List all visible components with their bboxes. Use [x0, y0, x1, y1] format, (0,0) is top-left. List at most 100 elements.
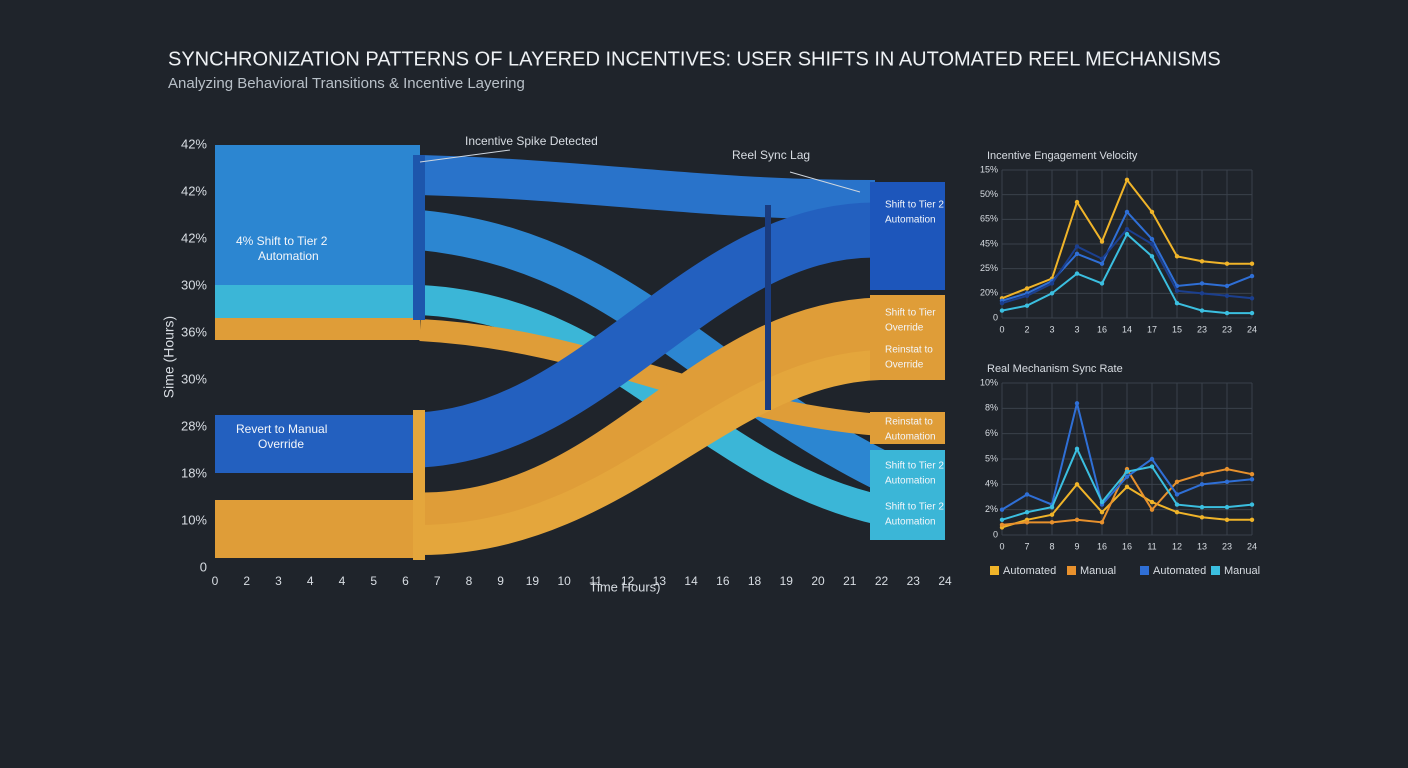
- data-point: [1249, 517, 1255, 522]
- x-tick-label: 16: [1097, 541, 1107, 551]
- data-point: [1099, 239, 1105, 244]
- legend-label: Manual: [1080, 565, 1116, 577]
- data-point: [1174, 492, 1180, 497]
- data-point: [1249, 472, 1255, 477]
- flow-band: [419, 350, 881, 555]
- node-label: Revert to Manual: [236, 422, 327, 436]
- x-tick-label: 11: [590, 574, 603, 588]
- legend-swatch: [1067, 566, 1076, 575]
- data-point: [1099, 510, 1105, 515]
- data-point: [1249, 273, 1255, 279]
- data-point: [1149, 456, 1155, 462]
- y-tick-label: 65%: [980, 214, 998, 224]
- data-point: [1049, 512, 1055, 517]
- x-tick-label: 2: [243, 574, 250, 588]
- data-point: [1124, 227, 1130, 232]
- x-tick-label: 22: [875, 574, 889, 588]
- x-tick-label: 4: [307, 574, 314, 588]
- x-tick-label: 19: [780, 574, 794, 588]
- chart-title: Incentive Engagement Velocity: [987, 150, 1138, 162]
- data-point: [1174, 510, 1180, 515]
- data-point: [1024, 303, 1030, 308]
- node-label: Shift to Tier: [885, 308, 936, 319]
- data-point: [1049, 504, 1055, 510]
- y-tick-label: 28%: [181, 418, 207, 433]
- data-point: [1174, 301, 1180, 306]
- y-tick-label: 0: [993, 312, 998, 322]
- annotation-line: [419, 149, 511, 163]
- x-tick-label: 24: [1247, 324, 1257, 334]
- data-point: [1074, 244, 1080, 249]
- x-tick-label: 13: [653, 574, 667, 588]
- y-tick-label: 42%: [181, 183, 207, 198]
- x-tick-label: 16: [1122, 541, 1132, 551]
- data-point: [1224, 517, 1230, 522]
- y-tick-label: 0: [993, 529, 998, 539]
- x-axis-label: Time Hours): [589, 579, 660, 594]
- data-point: [1049, 291, 1055, 296]
- x-tick-label: 7: [434, 574, 441, 588]
- x-tick-label: 19: [526, 574, 540, 588]
- data-point: [1199, 472, 1205, 477]
- legend-swatch: [990, 566, 999, 575]
- title: SYNCHRONIZATION PATTERNS OF LAYERED INCE…: [168, 48, 1221, 70]
- data-point: [1124, 474, 1130, 479]
- data-point: [1149, 507, 1155, 512]
- x-tick-label: 14: [684, 574, 698, 588]
- data-point: [1074, 482, 1080, 487]
- flow-node: [215, 318, 420, 340]
- legend-swatch: [1140, 566, 1149, 575]
- node-label: Automation: [885, 215, 936, 226]
- data-point: [1149, 209, 1155, 215]
- x-tick-label: 9: [497, 574, 504, 588]
- data-point: [1224, 479, 1230, 484]
- data-point: [1224, 310, 1230, 316]
- data-point: [1174, 254, 1180, 259]
- data-point: [1249, 261, 1255, 266]
- flow-node: [870, 295, 945, 380]
- flow-node: [413, 155, 425, 320]
- data-point: [999, 522, 1005, 528]
- x-tick-label: 15: [1172, 324, 1182, 334]
- y-tick-label: 25%: [980, 263, 998, 273]
- data-point: [1024, 510, 1030, 515]
- data-point: [1049, 520, 1055, 525]
- flows: [215, 145, 945, 560]
- legend-label: Automated: [1153, 565, 1206, 577]
- data-point: [1249, 296, 1255, 301]
- y-tick-label: 30%: [181, 277, 207, 292]
- data-point: [999, 517, 1005, 522]
- data-point: [1124, 231, 1130, 237]
- node-label: Override: [258, 437, 304, 451]
- x-tick-label: 23: [1222, 541, 1232, 551]
- data-point: [1249, 477, 1255, 482]
- x-tick-label: 24: [938, 574, 952, 588]
- node-label: Automation: [258, 249, 319, 263]
- x-tick-label: 2: [1024, 324, 1029, 334]
- data-point: [1199, 281, 1205, 286]
- y-tick-label: 15%: [980, 164, 998, 174]
- data-point: [999, 308, 1005, 313]
- data-point: [1074, 401, 1080, 406]
- data-point: [1124, 209, 1130, 215]
- x-tick-label: 17: [1147, 324, 1157, 334]
- x-tick-label: 18: [748, 574, 762, 588]
- x-tick-label: 5: [370, 574, 377, 588]
- y-tick-label: 10%: [181, 512, 207, 527]
- x-tick-label: 23: [1222, 324, 1232, 334]
- x-tick-label: 16: [1097, 324, 1107, 334]
- legend-swatch: [1211, 566, 1220, 575]
- data-point: [1224, 293, 1230, 298]
- chart-title: Real Mechanism Sync Rate: [987, 363, 1123, 375]
- x-tick-label: 12: [621, 574, 635, 588]
- data-point: [1149, 241, 1155, 247]
- flow-band: [419, 155, 876, 220]
- y-tick-label: 5%: [985, 453, 998, 463]
- x-tick-label: 3: [275, 574, 282, 588]
- flow-node: [870, 182, 945, 290]
- data-point: [1199, 308, 1205, 313]
- data-point: [1099, 499, 1105, 505]
- data-point: [1199, 515, 1205, 520]
- x-tick-label: 7: [1024, 541, 1029, 551]
